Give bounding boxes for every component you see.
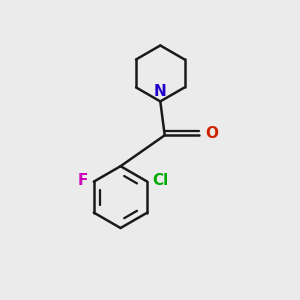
Text: N: N: [154, 84, 167, 99]
Text: F: F: [78, 173, 88, 188]
Text: Cl: Cl: [153, 173, 169, 188]
Text: O: O: [205, 126, 218, 141]
